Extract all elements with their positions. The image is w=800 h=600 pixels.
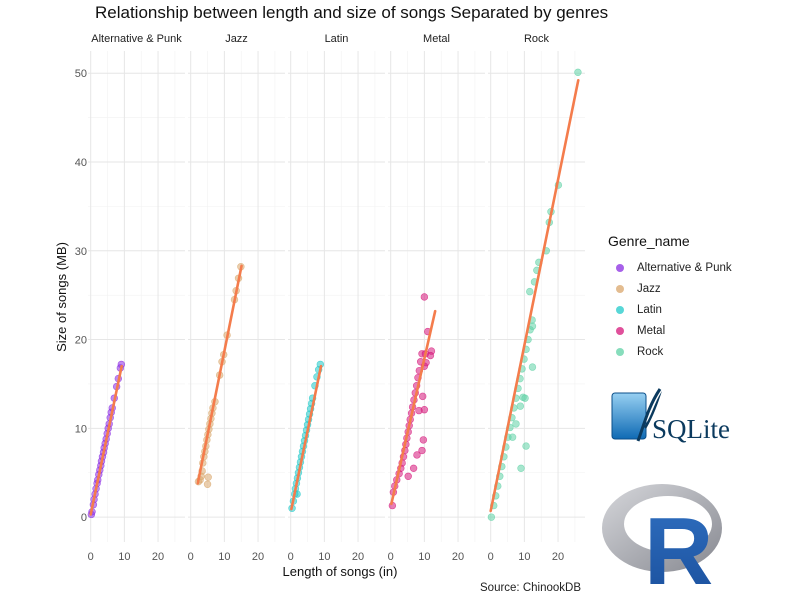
x-tick-label: 10 [518, 551, 530, 563]
facet-strip-label: Metal [423, 33, 450, 45]
legend-label: Jazz [637, 282, 661, 295]
facet-panel: Latin 0 10 20 [288, 33, 385, 563]
facet-panel: Rock 0 10 20 [488, 33, 585, 563]
facet-panel: Alternative & Punk 0 10 20 [88, 33, 185, 563]
y-tick-label: 10 [75, 423, 87, 435]
data-point [522, 442, 530, 450]
data-point [526, 287, 534, 296]
legend-label: Alternative & Punk [637, 261, 732, 274]
y-tick-label: 0 [81, 512, 87, 524]
data-point [528, 322, 537, 330]
data-point [574, 68, 582, 77]
legend-label: Metal [637, 324, 666, 337]
r-logo: R [600, 478, 735, 600]
legend: Genre_name Alternative & Punk Jazz Latin Me… [608, 233, 732, 362]
facet-strip-label: Latin [325, 33, 349, 45]
y-tick-label: 30 [75, 246, 87, 258]
legend-item: Jazz [608, 278, 732, 299]
x-tick-label: 0 [288, 551, 294, 563]
facet-strip-label: Alternative & Punk [91, 33, 182, 45]
facet-strip-label: Jazz [225, 33, 248, 45]
sqlite-logo: SQLite [608, 385, 748, 452]
chart-title: Relationship between length and size of … [95, 3, 609, 22]
legend-item: Latin [608, 299, 732, 320]
x-tick-label: 20 [352, 551, 364, 563]
legend-item: Alternative & Punk [608, 257, 732, 278]
trend-line [196, 264, 243, 485]
legend-key [616, 305, 624, 314]
data-point [487, 513, 496, 521]
x-tick-label: 10 [118, 551, 130, 563]
trend-line [290, 364, 323, 511]
x-tick-label: 0 [388, 551, 394, 563]
legend-label: Latin [637, 303, 662, 316]
legend-key [616, 284, 624, 293]
legend-label: Rock [637, 345, 664, 358]
y-axis-title: Size of songs (MB) [54, 242, 69, 352]
legend-key [616, 347, 624, 356]
r-letter: R [644, 498, 713, 588]
legend-title: Genre_name [608, 233, 690, 249]
data-point [203, 480, 212, 488]
x-tick-label: 10 [218, 551, 230, 563]
data-point [528, 363, 537, 371]
x-tick-label: 10 [418, 551, 430, 563]
source-caption: Source: ChinookDB [480, 582, 581, 594]
data-point [420, 406, 429, 414]
data-point [512, 420, 520, 428]
x-tick-label: 20 [252, 551, 264, 563]
data-point [516, 402, 525, 410]
data-point [413, 451, 421, 459]
data-point [420, 293, 429, 301]
facet-strip-label: Rock [524, 33, 550, 45]
data-point [418, 446, 426, 455]
x-tick-label: 0 [188, 551, 194, 563]
x-tick-label: 0 [488, 551, 494, 563]
x-tick-label: 20 [552, 551, 564, 563]
data-point [521, 394, 529, 402]
data-point [517, 464, 525, 473]
legend-items: Alternative & Punk Jazz Latin Metal Rock [608, 257, 732, 362]
legend-item: Metal [608, 320, 732, 341]
data-point [419, 436, 428, 444]
facet-panel: Metal 0 10 20 [388, 33, 485, 563]
legend-item: Rock [608, 341, 732, 362]
trend-line [89, 364, 123, 516]
x-tick-label: 20 [152, 551, 164, 563]
y-tick-label: 20 [75, 335, 87, 347]
legend-key [616, 263, 624, 272]
x-tick-label: 0 [88, 551, 94, 563]
x-tick-label: 20 [452, 551, 464, 563]
legend-key [616, 326, 624, 335]
x-axis-title: Length of songs (in) [283, 564, 398, 579]
data-point [204, 473, 212, 481]
data-point [404, 472, 412, 480]
y-tick-label: 50 [75, 68, 87, 80]
data-point [418, 392, 427, 401]
x-tick-label: 10 [318, 551, 330, 563]
data-point [409, 464, 418, 473]
facet-panels: Alternative & Punk 0 10 20 Jazz 0 10 20 Latin 0 10… [75, 33, 585, 563]
data-point [508, 433, 517, 441]
trend-line [489, 79, 580, 513]
sqlite-wordmark: SQLite [652, 414, 730, 444]
y-tick-label: 40 [75, 157, 87, 169]
facet-panel: Jazz 0 10 20 [188, 33, 285, 563]
data-point [427, 347, 436, 355]
trend-line [390, 309, 437, 506]
